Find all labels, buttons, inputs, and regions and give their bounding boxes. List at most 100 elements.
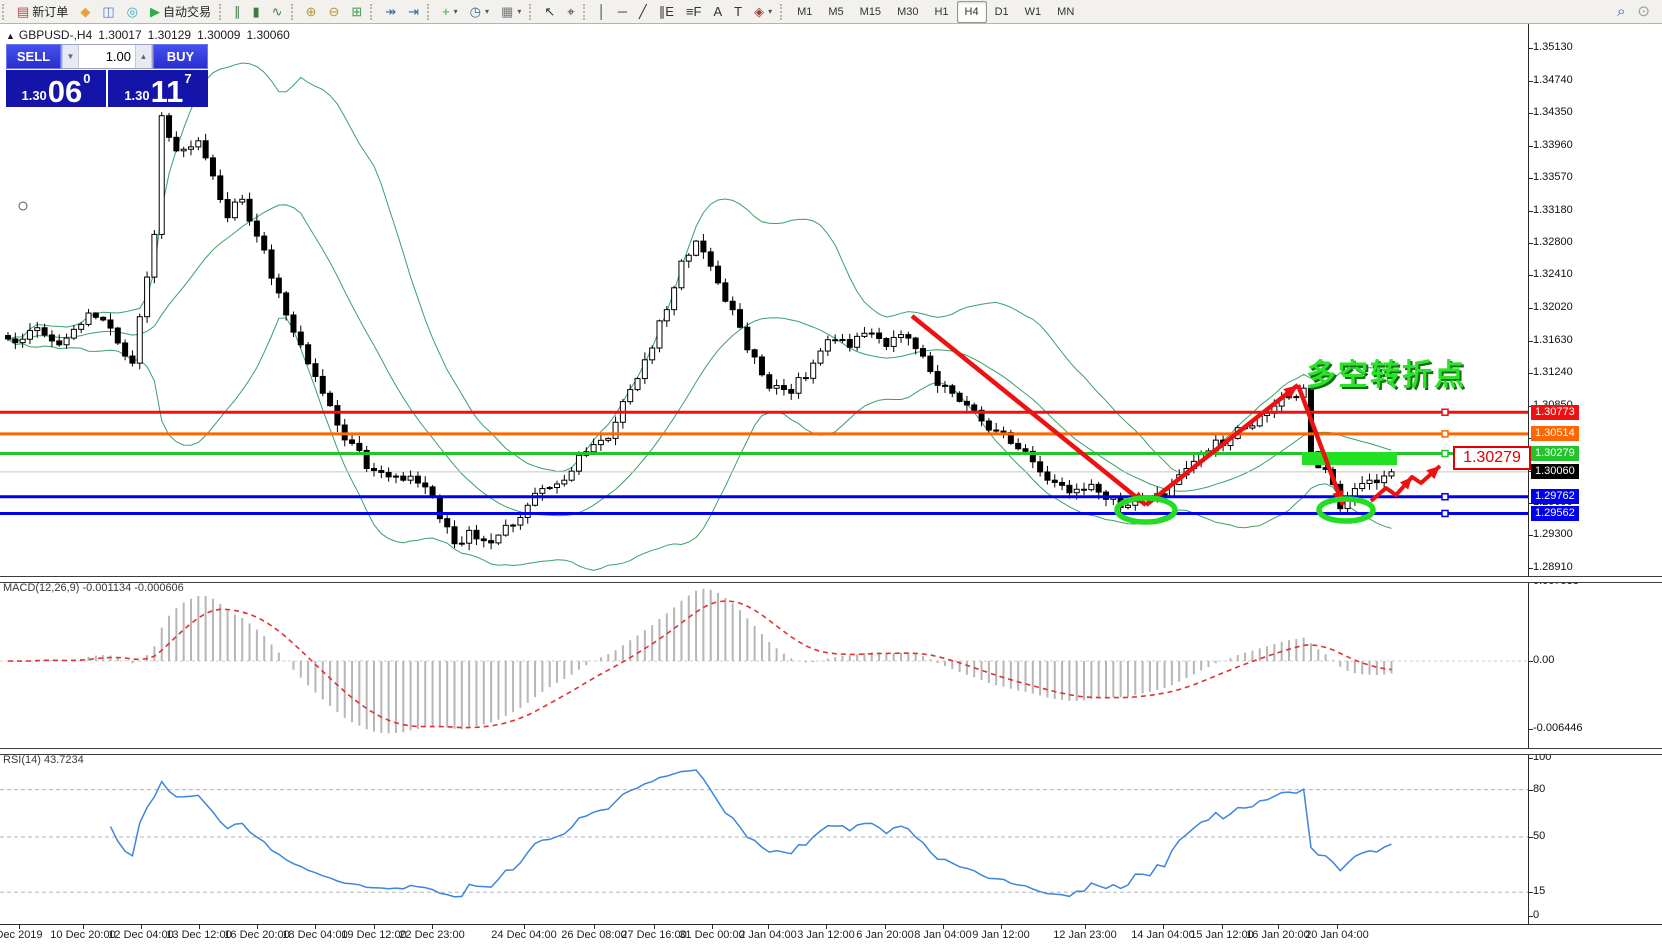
chart-shift-button[interactable]: ⇥: [402, 0, 425, 23]
periods-button[interactable]: ◷ ▾: [464, 0, 495, 23]
axis-tick-label: 1.32410: [1533, 268, 1573, 281]
signals-button[interactable]: ◎: [121, 0, 144, 23]
timeframe-m1-button[interactable]: M1: [797, 5, 813, 18]
arrows-icon: ◈: [754, 4, 765, 19]
axis-tick-mark: [1529, 113, 1533, 115]
cursor-button[interactable]: ↖: [538, 0, 561, 23]
mql-community-button[interactable]: ◆: [74, 0, 96, 23]
dropdown-arrow-icon[interactable]: ▾: [517, 7, 522, 16]
signals-icon: ◎: [126, 4, 138, 19]
text-button[interactable]: A: [707, 0, 728, 23]
horizontal-line-button[interactable]: ─: [612, 0, 633, 23]
arrows-button[interactable]: ◈ ▾: [748, 0, 778, 23]
axis-tick-mark: [1529, 307, 1533, 309]
crosshair-button[interactable]: ⌖: [561, 0, 580, 23]
toolbar-grip: [582, 3, 590, 20]
axis-tick-label: -0.006446: [1533, 721, 1583, 734]
new-order-button[interactable]: ▤ 新订单: [11, 0, 74, 23]
axis-tick-mark: [1529, 340, 1533, 342]
volume-decrease-button[interactable]: ▼: [62, 45, 79, 68]
search-button[interactable]: ⌕: [1611, 0, 1631, 23]
time-tick-mark: [1337, 925, 1338, 929]
tile-windows-button[interactable]: ⊞: [345, 0, 368, 23]
dropdown-arrow-icon[interactable]: ▾: [768, 7, 773, 16]
time-tick-mark: [712, 925, 713, 929]
main-chart-canvas[interactable]: [0, 24, 1529, 578]
price-axis[interactable]: 1.35130 1.34740 1.34350 1.33960 1.33570 1.331…: [1528, 24, 1662, 924]
timeframe-mn-button[interactable]: MN: [1057, 5, 1075, 18]
sell-button[interactable]: SELL: [6, 44, 61, 69]
cursor-icon: ↖: [544, 4, 556, 19]
macd-pane-separator[interactable]: [0, 576, 1662, 583]
sell-price-display[interactable]: 1.30 06 0: [6, 70, 106, 107]
toolbar-grip: [290, 3, 298, 20]
axis-tick-label: 1.29300: [1533, 528, 1573, 541]
price-line-label: 1.29762: [1531, 489, 1579, 505]
time-tick-mark: [654, 925, 655, 929]
line-chart-button[interactable]: ∿: [266, 0, 289, 23]
axis-tick-mark: [1529, 47, 1533, 49]
timeframe-w1-button[interactable]: W1: [1024, 5, 1042, 18]
rsi-pane-canvas[interactable]: [0, 753, 1529, 922]
time-tick-mark: [19, 925, 20, 929]
buy-button[interactable]: BUY: [153, 44, 208, 69]
volume-increase-button[interactable]: ▲: [135, 45, 152, 68]
toolbar-grip: [780, 3, 787, 20]
auto-scroll-button[interactable]: ↠: [379, 0, 402, 23]
axis-tick-label: 1.33960: [1533, 138, 1573, 151]
profile-button[interactable]: ◫: [96, 0, 120, 23]
timeframe-h4-button[interactable]: H4: [956, 0, 987, 23]
time-tick-mark: [199, 925, 200, 929]
time-axis-label: 6 Jan 20:00: [856, 929, 914, 941]
timeframe-h1-button[interactable]: H1: [934, 5, 949, 18]
macd-pane-canvas[interactable]: [0, 581, 1529, 748]
axis-tick-label: 1.35130: [1533, 40, 1573, 53]
zoom-out-button[interactable]: ⊖: [322, 0, 345, 23]
time-tick-mark: [83, 925, 84, 929]
toolbar-grip: [427, 3, 434, 20]
text-label-button[interactable]: T: [728, 0, 748, 23]
autotrading-button[interactable]: ▶ 自动交易: [144, 0, 217, 23]
zoom-out-icon: ⊖: [328, 4, 340, 19]
price-line-label: 1.29562: [1531, 505, 1579, 521]
axis-tick-mark: [1529, 567, 1533, 569]
collapse-panel-icon[interactable]: ▲: [6, 31, 15, 41]
time-tick-mark: [1001, 925, 1002, 929]
zoom-in-button[interactable]: ⊕: [300, 0, 323, 23]
horizontal-line-icon: ─: [617, 4, 627, 19]
candlestick-chart-button[interactable]: ▮: [246, 0, 265, 23]
indicators-button[interactable]: + ▾: [436, 0, 464, 23]
toolbar-grip: [370, 3, 377, 20]
sell-price-pips: 06: [47, 73, 83, 109]
community-chat-button[interactable]: ⊙: [1631, 0, 1656, 23]
axis-tick-mark: [1529, 211, 1533, 212]
templates-button[interactable]: ▦ ▾: [495, 0, 527, 23]
volume-input[interactable]: [79, 45, 135, 68]
time-tick-mark: [768, 925, 769, 929]
bars-chart-button[interactable]: ∥: [228, 0, 247, 23]
equidistant-channel-button[interactable]: ∥E: [653, 0, 680, 23]
text-icon: A: [713, 4, 723, 19]
fibonacci-button[interactable]: ≡F: [680, 0, 708, 23]
buy-price-display[interactable]: 1.30 11 7: [108, 70, 208, 107]
trendline-button[interactable]: ╱: [633, 0, 653, 23]
zoom-in-icon: ⊕: [305, 4, 317, 19]
timeframe-m15-button[interactable]: M15: [859, 5, 882, 18]
main-toolbar: ▤ 新订单 ◆ ◫ ◎ ▶ 自动交易 ∥ ▮ ∿ ⊕ ⊖ ⊞ ↠ ⇥ + ▾ ◷ ▾ ▦ ▾ ↖ ⌖ │ ─ ╱ ∥E ≡F A T ◈ ▾ M…: [0, 0, 1662, 24]
axis-tick-label: 1.31630: [1533, 333, 1573, 346]
dropdown-arrow-icon[interactable]: ▾: [453, 7, 458, 16]
vertical-line-button[interactable]: │: [592, 0, 612, 23]
axis-tick-mark: [1529, 373, 1533, 375]
timeframe-m30-button[interactable]: M30: [897, 5, 919, 18]
time-axis[interactable]: Dec 2019 10 Dec 20:00 12 Dec 04:00 13 Dec 1…: [0, 924, 1662, 947]
axis-tick-mark: [1529, 892, 1533, 894]
ohlc-close: 1.30060: [246, 28, 290, 42]
time-axis-label: 24 Dec 04:00: [491, 929, 557, 941]
rsi-pane-separator[interactable]: [0, 748, 1662, 755]
timeframe-m5-button[interactable]: M5: [828, 5, 844, 18]
axis-tick-mark: [1529, 178, 1533, 180]
timeframe-d1-button[interactable]: D1: [994, 5, 1009, 18]
dropdown-arrow-icon[interactable]: ▾: [485, 7, 490, 16]
time-axis-label: 8 Jan 04:00: [914, 929, 972, 941]
chart-title: ▲ GBPUSD-,H4 1.30017 1.30129 1.30009 1.30060: [6, 28, 296, 42]
